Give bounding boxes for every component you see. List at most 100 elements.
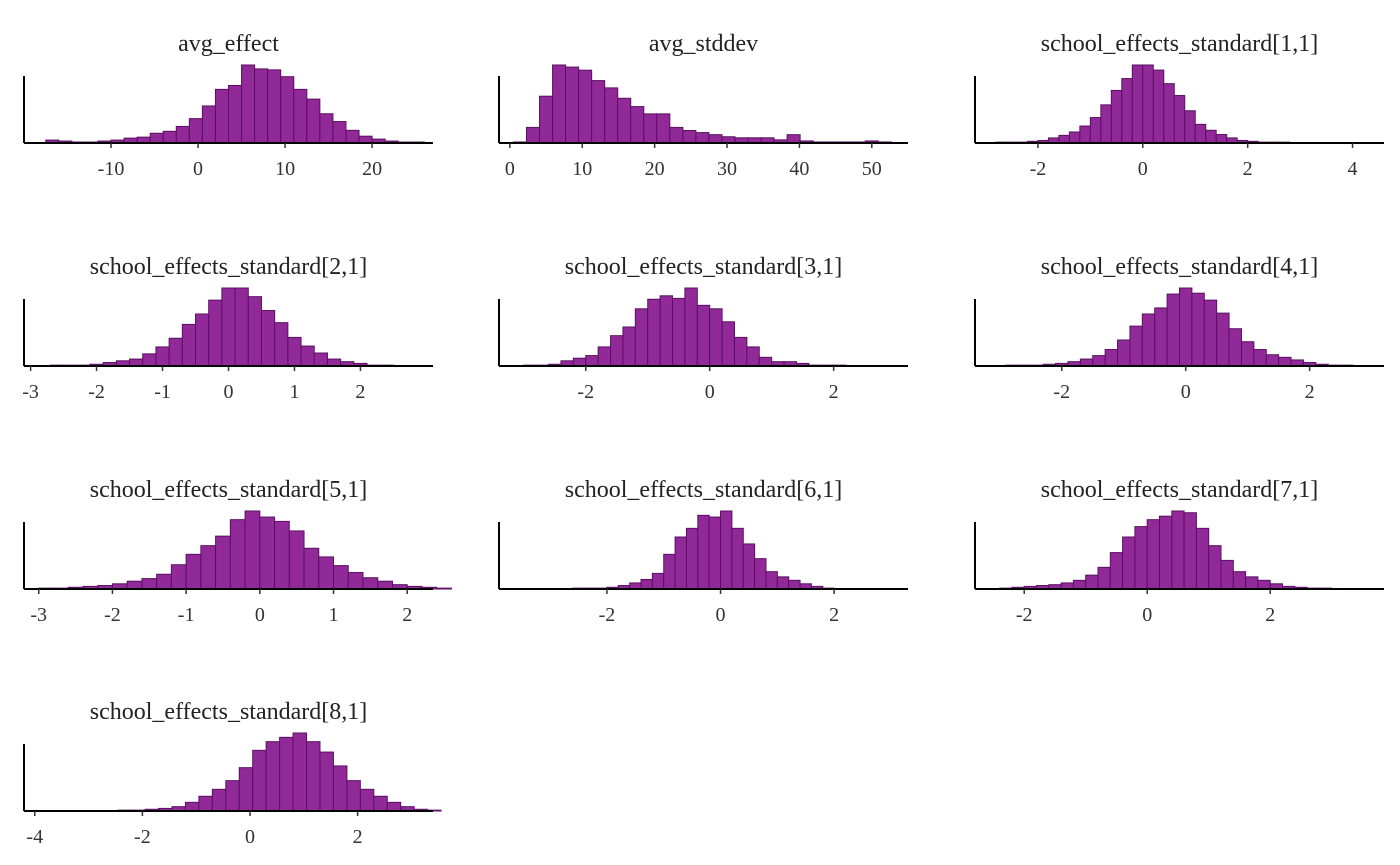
histogram-bar xyxy=(1228,328,1242,367)
histogram-bar xyxy=(229,519,246,590)
histogram-bar xyxy=(149,132,164,144)
panel-title: school_effects_standard[2,1] xyxy=(90,254,367,280)
histogram-bar xyxy=(685,527,699,590)
histogram-bar xyxy=(358,135,373,144)
histogram-bar xyxy=(733,336,748,367)
histogram-bar xyxy=(267,69,282,144)
histogram-bar xyxy=(259,516,276,590)
histogram-bar xyxy=(1183,512,1197,590)
histogram-bar xyxy=(669,126,684,144)
histogram-panel: avg_stddev 0 10 20 30 40 50 xyxy=(498,31,908,180)
histogram-bar xyxy=(695,132,710,144)
histogram-bar xyxy=(214,88,229,144)
histogram-bar xyxy=(1085,574,1099,590)
x-tick-label: -2 xyxy=(1016,604,1033,626)
histogram-bar xyxy=(552,64,567,144)
histogram-bar xyxy=(346,780,361,812)
histogram-bar xyxy=(1163,83,1175,144)
histogram-bar xyxy=(228,84,243,144)
histogram-bar xyxy=(287,336,302,367)
histogram-bar xyxy=(776,576,790,590)
histogram-bar xyxy=(1110,89,1123,144)
histogram-bar xyxy=(708,516,722,590)
histogram-bar xyxy=(238,767,254,812)
x-tick-label: -2 xyxy=(88,381,105,403)
x-tick-label: 40 xyxy=(789,158,809,180)
histogram-bar xyxy=(306,98,321,144)
x-tick-label: -4 xyxy=(26,826,43,848)
histogram-bar xyxy=(1191,292,1205,367)
histogram-bar xyxy=(1146,519,1161,590)
histogram-bar xyxy=(1205,129,1217,144)
histogram-bar xyxy=(188,118,203,144)
histogram-panel: school_effects_standard[6,1] -2 0 2 xyxy=(498,477,908,626)
histogram-bar xyxy=(1253,349,1267,367)
histogram-bar xyxy=(1121,78,1133,144)
histogram-bar xyxy=(1134,526,1148,590)
x-tick-label: 0 xyxy=(705,381,715,403)
x-tick-label: 0 xyxy=(255,604,265,626)
histogram-bar xyxy=(265,741,281,812)
histogram-bar xyxy=(1257,579,1271,590)
histogram-bar xyxy=(656,113,671,144)
histogram-bar xyxy=(1141,313,1156,367)
histogram-bar xyxy=(1216,312,1230,367)
histogram-bar xyxy=(247,296,262,367)
histogram-bar xyxy=(126,580,143,590)
histogram-bar xyxy=(1240,341,1255,367)
histogram-bar xyxy=(436,587,452,590)
x-tick-label: -2 xyxy=(104,604,121,626)
histogram-bar xyxy=(185,553,202,590)
histogram-bar xyxy=(319,751,334,812)
histogram-bar xyxy=(347,572,364,590)
histogram-bar xyxy=(288,530,305,590)
histogram-bar xyxy=(597,346,612,367)
x-tick-label: -2 xyxy=(577,381,594,403)
histogram-bar xyxy=(754,558,767,590)
histogram-bar xyxy=(141,578,158,590)
histogram-bar xyxy=(1173,95,1186,144)
histogram-panel: school_effects_standard[5,1] -3 -2 -1 0 1 2 xyxy=(23,477,452,626)
histogram-bar xyxy=(300,345,315,367)
x-tick-label: 2 xyxy=(355,381,365,403)
x-tick-label: -2 xyxy=(134,826,151,848)
histogram-bar xyxy=(572,357,587,367)
histogram-bar xyxy=(610,335,624,367)
histogram-bar xyxy=(1278,356,1292,367)
histogram-bar xyxy=(359,788,375,812)
x-tick-label: -3 xyxy=(30,604,47,626)
x-tick-label: 2 xyxy=(829,381,839,403)
histogram-bar xyxy=(674,536,687,590)
histogram-bar xyxy=(201,105,216,144)
histogram-bar xyxy=(1245,576,1259,590)
histogram-bar xyxy=(1179,287,1193,367)
histogram-bar xyxy=(708,134,723,144)
histogram-bar xyxy=(1092,355,1106,367)
histogram-bar xyxy=(1215,134,1228,144)
histogram-bar xyxy=(1152,69,1165,144)
x-tick-label: 20 xyxy=(362,158,382,180)
histogram-bar xyxy=(280,76,295,144)
histogram-bar xyxy=(788,579,801,590)
histogram-bar xyxy=(221,287,236,367)
histogram-bar xyxy=(647,298,661,367)
x-tick-label: -10 xyxy=(98,158,125,180)
histogram-bar xyxy=(640,578,653,590)
x-tick-label: 10 xyxy=(572,158,592,180)
histogram-bar xyxy=(643,113,658,144)
histogram-bar xyxy=(215,535,231,590)
histogram-bar xyxy=(651,572,665,590)
histogram-bar xyxy=(184,801,200,812)
histogram-bar xyxy=(663,553,676,590)
histogram-bar xyxy=(168,337,183,367)
histogram-bar xyxy=(697,514,710,590)
histogram-bar xyxy=(709,308,723,367)
x-tick-label: 50 xyxy=(862,158,882,180)
histogram-bar xyxy=(274,322,289,367)
x-tick-label: 20 xyxy=(645,158,665,180)
histogram-bar xyxy=(1129,325,1143,367)
histogram-bar xyxy=(156,573,172,590)
histogram-bar xyxy=(721,321,735,367)
histogram-bar xyxy=(181,323,197,367)
histogram-bar xyxy=(720,510,733,590)
